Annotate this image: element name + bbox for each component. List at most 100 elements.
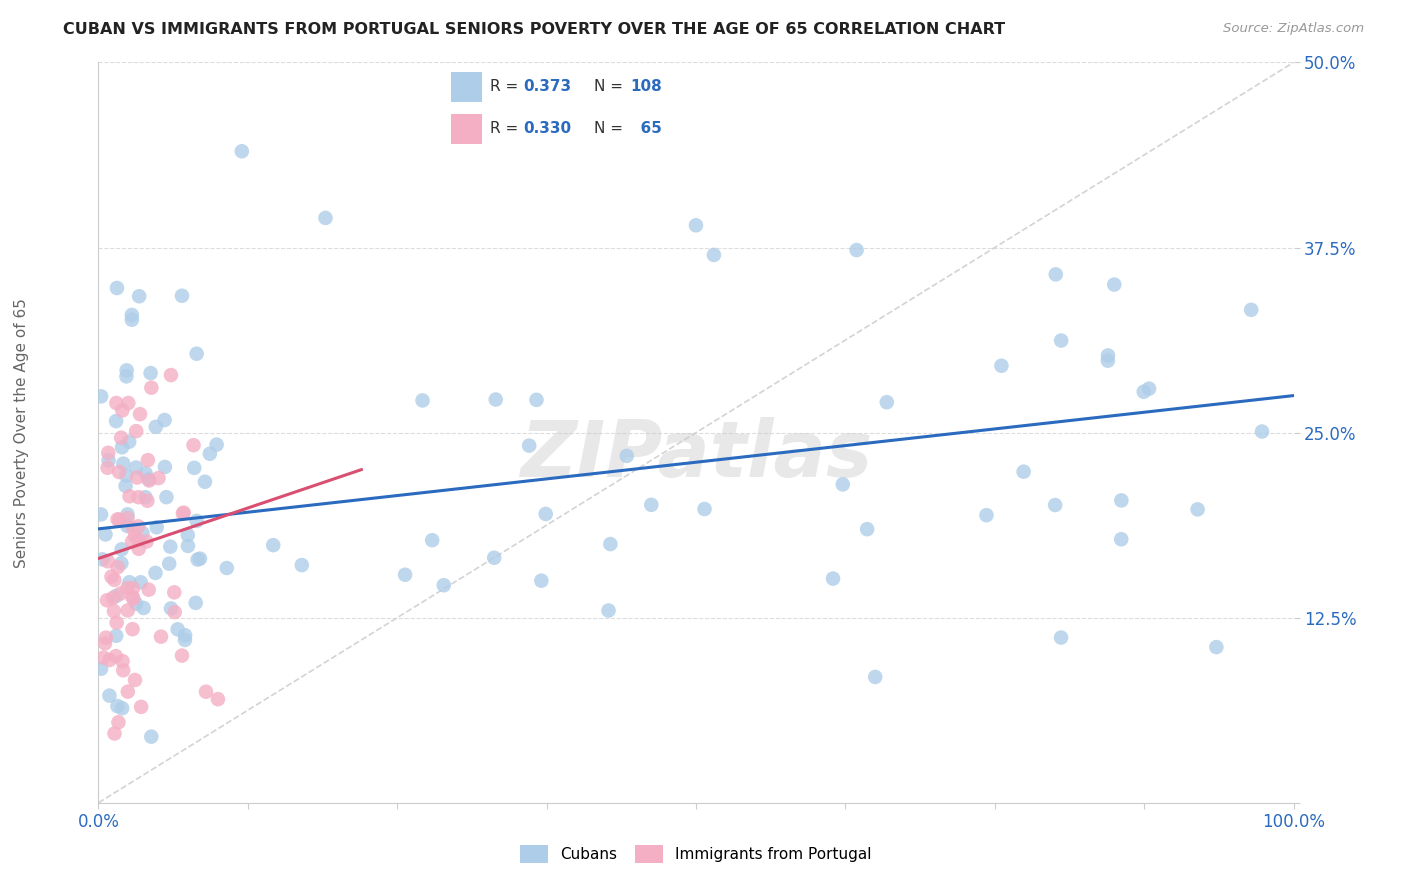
Point: [110, 556, 132, 570]
Text: 65: 65: [630, 121, 662, 136]
Point: [124, 529, 146, 543]
Point: [420, 533, 443, 548]
Point: [118, 434, 141, 449]
Text: 0.373: 0.373: [523, 79, 572, 95]
Point: [703, 248, 725, 262]
Point: [105, 414, 128, 428]
Point: [136, 453, 159, 467]
Point: [976, 508, 998, 523]
Point: [194, 475, 217, 489]
Point: [187, 552, 209, 566]
Point: [105, 281, 128, 295]
Point: [183, 438, 205, 452]
Point: [291, 558, 314, 573]
Point: [128, 289, 150, 303]
Point: [160, 601, 183, 615]
Point: [93, 650, 115, 665]
Point: [94, 636, 117, 650]
Point: [482, 550, 505, 565]
Text: R =: R =: [489, 79, 523, 95]
Point: [97, 460, 120, 475]
Point: [118, 575, 141, 590]
Point: [98, 689, 121, 703]
Point: [94, 631, 117, 645]
Point: [685, 219, 707, 233]
Point: [98, 653, 121, 667]
Point: [136, 493, 159, 508]
Point: [145, 420, 167, 434]
Point: [207, 692, 229, 706]
Point: [876, 395, 898, 409]
Point: [132, 601, 155, 615]
Point: [177, 539, 200, 553]
Point: [128, 533, 150, 547]
Point: [138, 472, 160, 486]
Point: [121, 590, 143, 604]
Point: [108, 465, 131, 479]
Point: [111, 440, 134, 454]
Text: R =: R =: [489, 121, 523, 136]
Point: [110, 586, 132, 600]
Point: [121, 622, 143, 636]
Point: [105, 615, 128, 630]
Point: [115, 468, 138, 483]
Point: [96, 593, 118, 607]
Point: [170, 289, 193, 303]
Point: [183, 461, 205, 475]
Point: [111, 403, 134, 417]
Point: [640, 498, 662, 512]
Point: [135, 467, 157, 481]
Point: [107, 699, 129, 714]
Point: [122, 581, 145, 595]
Point: [1050, 631, 1073, 645]
Point: [139, 366, 162, 380]
Text: CUBAN VS IMMIGRANTS FROM PORTUGAL SENIORS POVERTY OVER THE AGE OF 65 CORRELATION: CUBAN VS IMMIGRANTS FROM PORTUGAL SENIOR…: [63, 22, 1005, 37]
Point: [517, 439, 540, 453]
Point: [186, 347, 208, 361]
Point: [412, 393, 434, 408]
Point: [111, 542, 134, 557]
Point: [125, 597, 148, 611]
Text: 0.330: 0.330: [523, 121, 572, 136]
Point: [616, 449, 638, 463]
Point: [1045, 268, 1067, 282]
Point: [114, 479, 136, 493]
Point: [107, 560, 129, 574]
Point: [1104, 277, 1126, 292]
Bar: [451, 72, 482, 102]
Point: [117, 603, 139, 617]
Point: [111, 654, 134, 668]
Point: [145, 520, 167, 534]
Point: [112, 663, 135, 677]
Point: [148, 471, 170, 485]
Point: [149, 630, 172, 644]
Point: [108, 513, 131, 527]
Point: [159, 540, 181, 554]
Point: [117, 581, 139, 595]
Point: [125, 424, 148, 438]
Point: [174, 628, 197, 642]
Point: [131, 526, 153, 541]
Point: [117, 396, 139, 410]
Point: [157, 557, 180, 571]
Point: [530, 574, 553, 588]
Point: [1111, 493, 1133, 508]
Point: [101, 591, 124, 605]
Point: [170, 648, 193, 663]
Point: [186, 514, 208, 528]
Point: [990, 359, 1012, 373]
Point: [115, 363, 138, 377]
Legend: Cubans, Immigrants from Portugal: Cubans, Immigrants from Portugal: [515, 839, 877, 869]
Point: [97, 554, 120, 568]
Point: [315, 211, 337, 225]
Point: [115, 519, 138, 533]
Point: [1050, 334, 1073, 348]
Point: [107, 512, 129, 526]
Point: [231, 145, 253, 159]
Point: [262, 538, 284, 552]
Point: [97, 453, 120, 467]
Point: [215, 561, 238, 575]
Point: [534, 507, 557, 521]
Point: [128, 490, 150, 504]
Text: ZIPatlas: ZIPatlas: [520, 417, 872, 493]
